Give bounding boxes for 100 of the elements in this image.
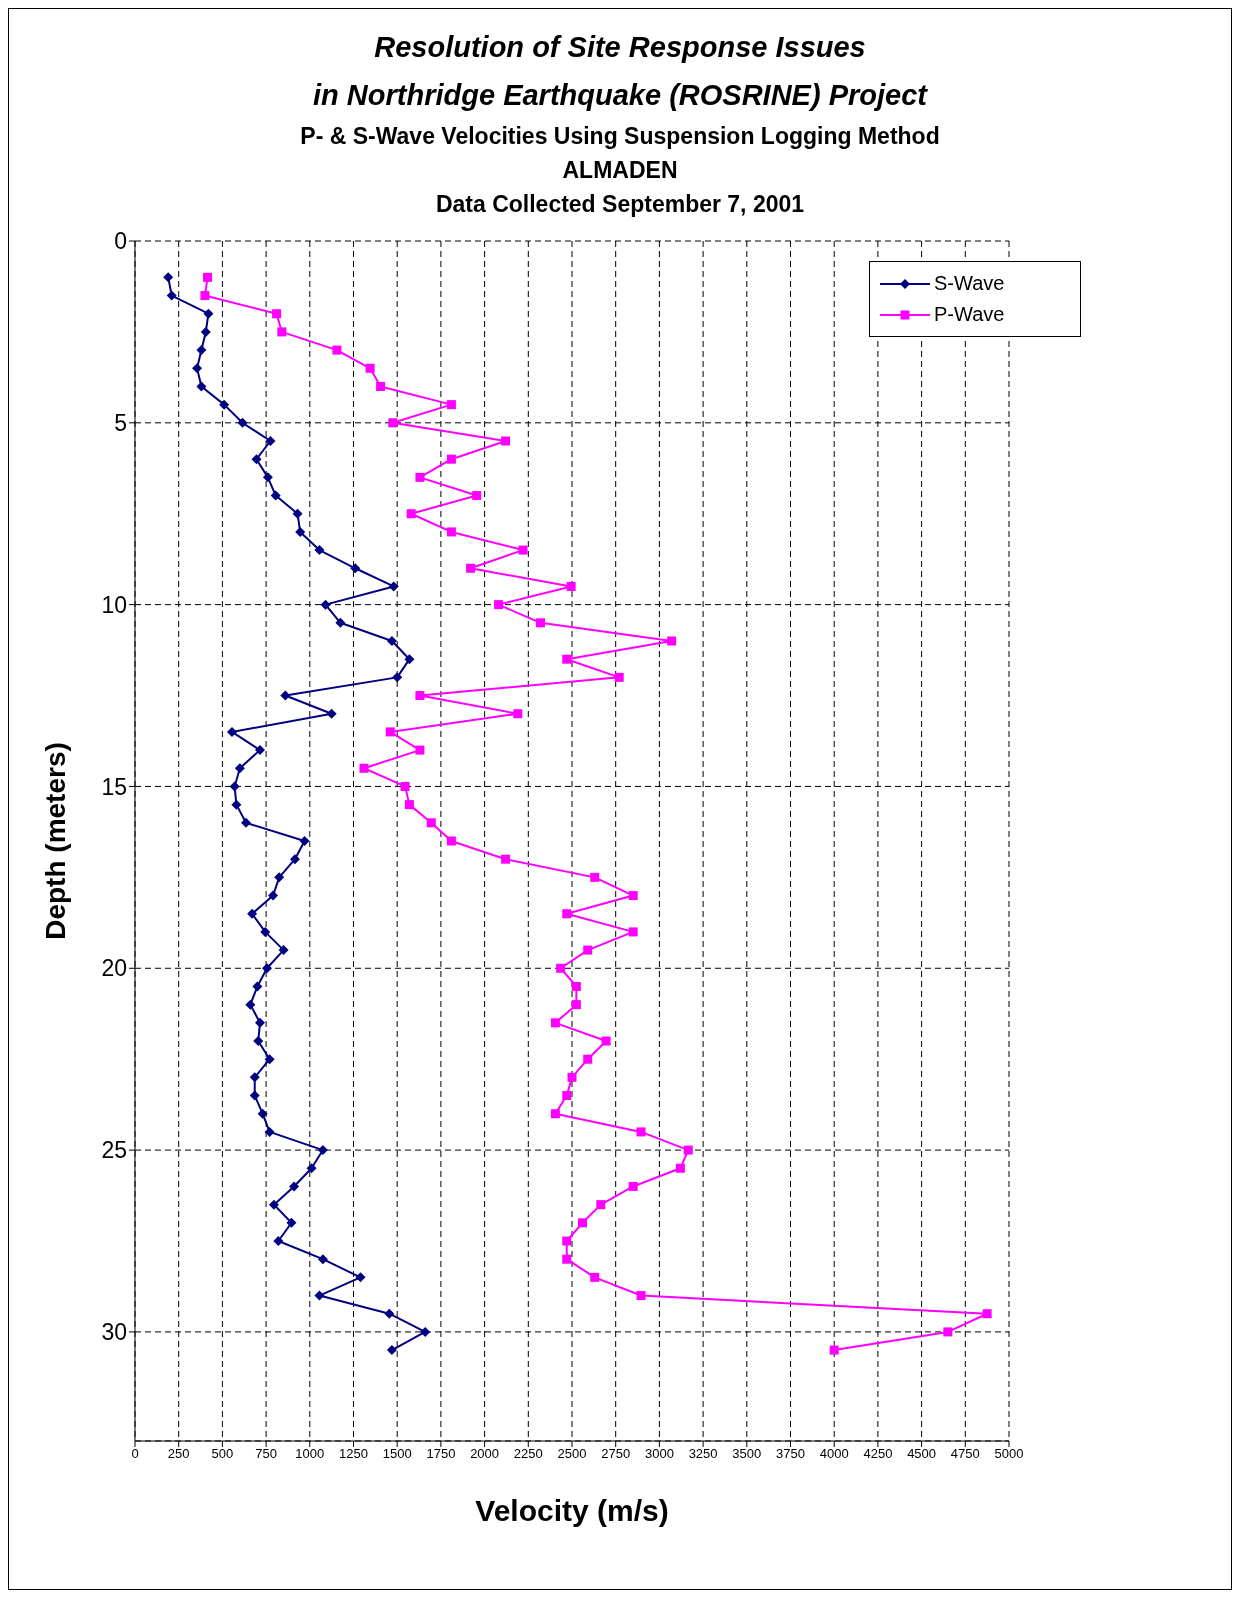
point: [257, 1108, 268, 1119]
point: [571, 1000, 581, 1010]
point: [386, 1345, 397, 1356]
point: [628, 927, 638, 937]
point: [384, 1308, 395, 1319]
point: [252, 981, 263, 992]
point: [203, 308, 214, 319]
point: [982, 1309, 992, 1319]
point: [262, 472, 273, 483]
point: [237, 417, 248, 428]
x-tick-label: 5000: [994, 1446, 1024, 1462]
x-tick-label: 0: [131, 1446, 139, 1462]
point: [420, 1326, 431, 1337]
y-tick-label: 10: [101, 591, 127, 618]
point: [550, 1018, 560, 1028]
point: [590, 872, 600, 882]
point: [628, 891, 638, 901]
y-tick-label: 30: [101, 1319, 127, 1346]
point: [317, 1254, 328, 1265]
point: [286, 1217, 297, 1228]
point: [231, 799, 242, 810]
point: [426, 818, 436, 828]
x-tick-label: 2000: [470, 1446, 500, 1462]
point: [446, 400, 456, 410]
point: [406, 509, 416, 519]
x-tick-label: 500: [211, 1446, 234, 1462]
point: [667, 636, 677, 646]
point: [636, 1127, 646, 1137]
point: [241, 817, 251, 828]
point: [365, 363, 375, 373]
point: [268, 1199, 279, 1210]
point: [335, 617, 346, 628]
point: [829, 1345, 839, 1355]
point: [601, 1036, 611, 1046]
point: [264, 1054, 275, 1065]
point: [943, 1327, 953, 1337]
point: [261, 963, 272, 974]
x-tick-label: 3250: [688, 1446, 718, 1462]
point: [388, 418, 398, 428]
point: [590, 1272, 600, 1282]
x-tick-label: 4500: [907, 1446, 937, 1462]
point: [163, 272, 174, 283]
point: [350, 563, 361, 574]
point: [636, 1291, 646, 1301]
point: [289, 854, 300, 865]
point: [260, 926, 271, 937]
point: [268, 890, 279, 901]
point: [200, 291, 210, 301]
point: [253, 1036, 264, 1046]
x-tick-label: 750: [255, 1446, 277, 1462]
point: [314, 545, 325, 556]
point: [446, 836, 456, 846]
point: [556, 963, 566, 973]
point: [234, 763, 245, 774]
point: [273, 1236, 284, 1246]
point: [562, 1236, 572, 1246]
y-tick-label: 20: [101, 955, 127, 982]
point: [513, 709, 523, 719]
point: [571, 981, 581, 991]
x-tick-label: 2250: [513, 1446, 543, 1462]
point: [227, 726, 238, 737]
point: [400, 781, 410, 791]
point: [317, 1145, 328, 1156]
point: [278, 945, 289, 956]
point: [251, 454, 262, 465]
point: [566, 581, 576, 591]
point: [501, 854, 511, 864]
x-tick-label: 3750: [776, 1446, 805, 1462]
point: [249, 1072, 260, 1083]
point: [536, 618, 546, 628]
point: [292, 508, 303, 519]
point: [314, 1290, 325, 1301]
x-tick-label: 2500: [557, 1446, 587, 1462]
point: [229, 781, 240, 792]
point: [392, 672, 403, 683]
point: [562, 654, 572, 664]
point: [404, 800, 414, 810]
point: [249, 1090, 260, 1101]
point: [683, 1145, 693, 1155]
point: [254, 1017, 265, 1028]
x-tick-label: 1750: [426, 1446, 456, 1462]
x-tick-label: 4000: [819, 1446, 849, 1462]
point: [280, 690, 291, 701]
x-tick-label: 3500: [732, 1446, 762, 1462]
y-axis-title: Depth (meters): [39, 742, 71, 940]
point: [628, 1181, 638, 1191]
x-tick-label: 2750: [601, 1446, 631, 1462]
point: [388, 581, 399, 592]
point: [675, 1163, 685, 1173]
point: [577, 1218, 587, 1228]
point: [404, 654, 415, 665]
point: [247, 908, 258, 919]
point: [415, 691, 425, 701]
point: [614, 672, 624, 682]
point: [562, 1254, 572, 1264]
x-tick-label: 3000: [644, 1446, 674, 1462]
x-tick-label: 4250: [863, 1446, 893, 1462]
point: [320, 599, 331, 610]
point: [415, 745, 425, 755]
point: [446, 454, 456, 464]
